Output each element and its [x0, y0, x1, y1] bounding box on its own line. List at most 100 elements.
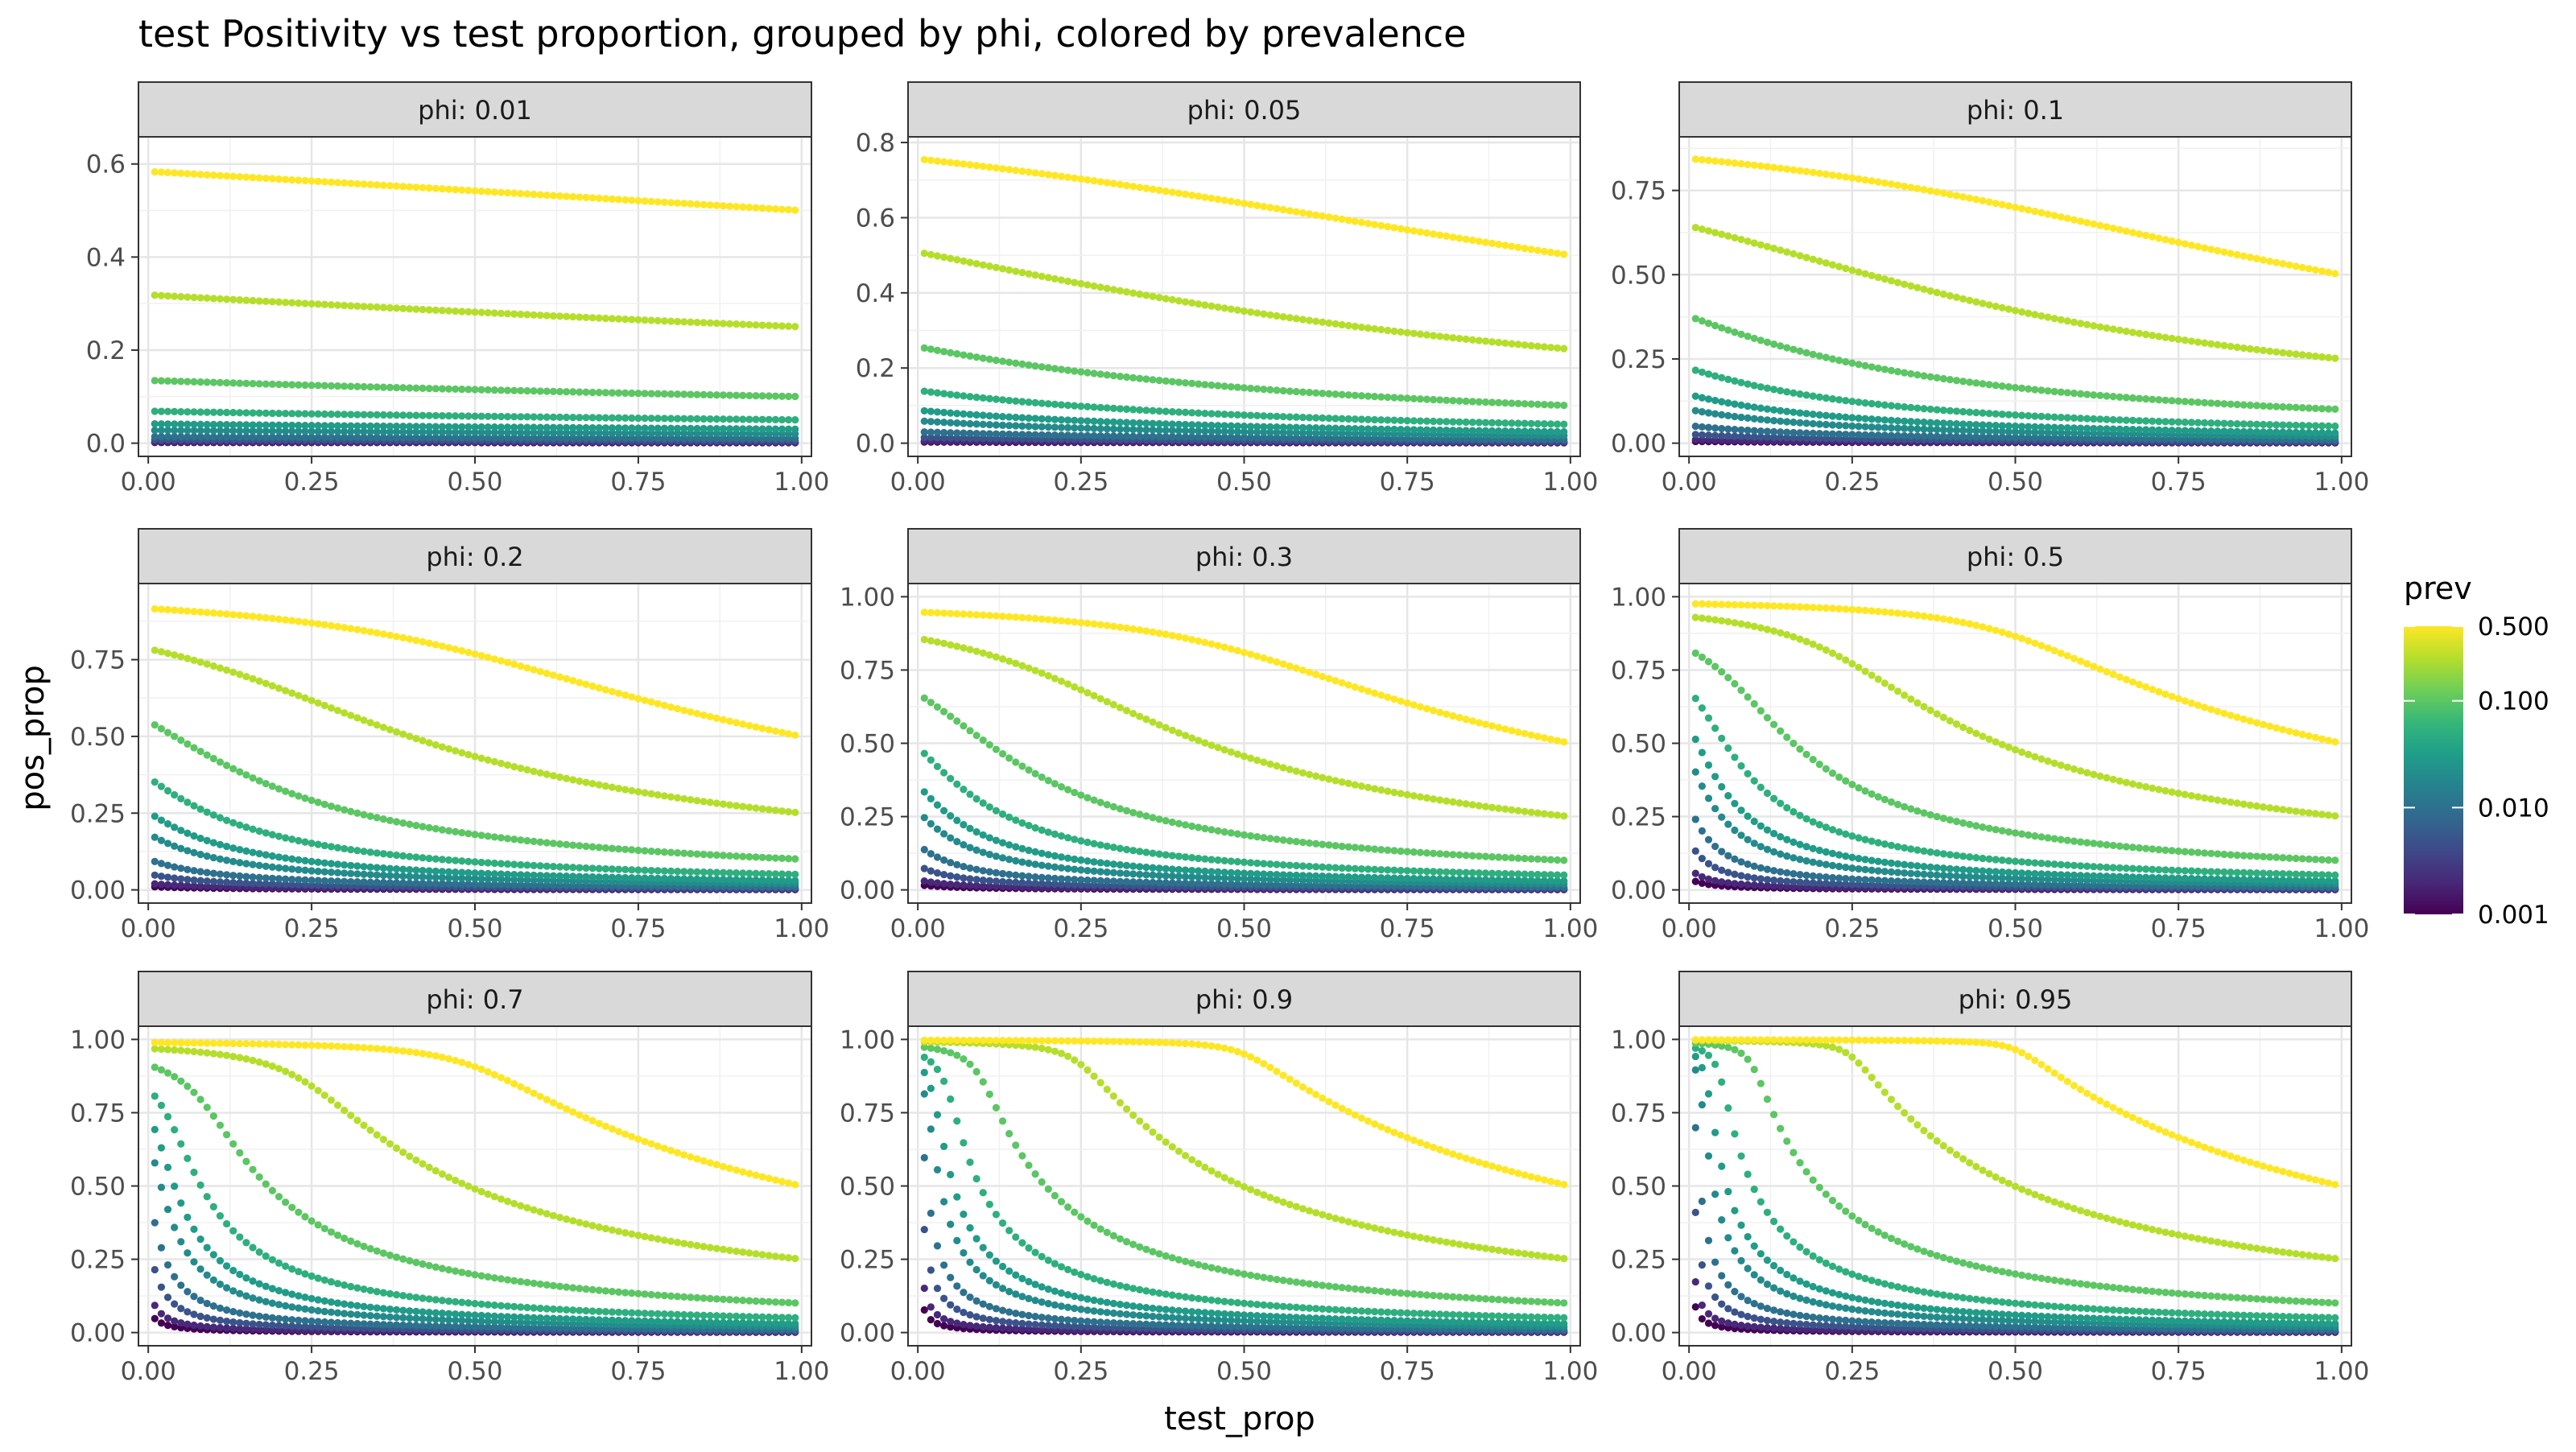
data-point [432, 641, 440, 648]
data-point [1117, 805, 1124, 812]
data-point [1286, 387, 1294, 394]
data-point [2005, 383, 2013, 390]
data-point [504, 860, 511, 868]
data-point [439, 385, 446, 392]
data-point [739, 392, 746, 399]
data-point [1077, 424, 1084, 431]
data-point [1390, 874, 1397, 881]
data-point [269, 298, 276, 305]
data-point [1253, 423, 1261, 430]
data-point [766, 425, 773, 432]
data-point [1390, 847, 1397, 854]
data-point [1012, 167, 1019, 174]
data-point [1829, 261, 1836, 268]
data-point [158, 433, 165, 440]
data-point [1744, 381, 1752, 388]
data-point [1149, 186, 1156, 193]
data-point [1175, 872, 1183, 880]
data-point [464, 187, 472, 194]
data-point [1058, 276, 1065, 283]
facet-strip-label: phi: 0.01 [418, 95, 532, 126]
data-point [543, 770, 551, 778]
data-point [151, 646, 159, 654]
data-point [308, 177, 315, 184]
data-point [1881, 275, 1889, 283]
data-point [2175, 336, 2182, 343]
data-point [1025, 822, 1032, 829]
data-point [634, 424, 642, 431]
data-point [184, 293, 191, 300]
data-point [236, 768, 243, 775]
data-point [693, 868, 700, 876]
data-point [1718, 158, 1725, 165]
data-point [2220, 400, 2227, 407]
data-point [537, 839, 544, 846]
data-point [2227, 401, 2234, 408]
data-point [1247, 200, 1254, 208]
x-axis-title: test_prop [1164, 1400, 1315, 1438]
data-point [921, 344, 928, 352]
data-point [328, 877, 335, 885]
data-point [1770, 164, 1777, 171]
data-point [1234, 858, 1241, 865]
data-point [1051, 416, 1059, 423]
data-point [687, 415, 694, 423]
data-point [217, 841, 224, 848]
data-point [602, 195, 609, 202]
data-point [1430, 332, 1437, 339]
data-point [927, 820, 935, 827]
data-point [1802, 168, 1810, 175]
data-point [960, 821, 967, 828]
data-point [367, 871, 374, 878]
data-point [2018, 423, 2025, 430]
data-point [720, 425, 727, 432]
data-point [1528, 420, 1535, 427]
data-point [1123, 846, 1130, 853]
data-point [2161, 418, 2169, 425]
data-point [1312, 211, 1319, 218]
data-point [380, 182, 387, 189]
data-point [1280, 836, 1287, 844]
data-point [399, 819, 407, 827]
data-point [1129, 290, 1137, 297]
data-point [609, 196, 616, 203]
data-point [1299, 389, 1307, 396]
data-point [1397, 867, 1404, 874]
data-point [1012, 398, 1019, 405]
data-point [177, 420, 184, 427]
data-point [921, 877, 928, 885]
data-point [778, 855, 786, 862]
data-point [464, 308, 472, 316]
data-point [1940, 426, 1947, 433]
data-point [1228, 198, 1235, 205]
data-point [1692, 315, 1699, 322]
data-point [177, 881, 184, 889]
data-point [1476, 876, 1483, 883]
data-point [589, 424, 597, 431]
data-point [510, 763, 518, 770]
facet-strip-label: phi: 0.2 [426, 542, 523, 572]
data-point [615, 690, 622, 697]
data-point [1436, 332, 1443, 340]
data-point [1377, 866, 1385, 873]
data-point [295, 617, 302, 625]
data-point [674, 849, 681, 856]
data-point [1410, 426, 1418, 433]
data-point [733, 719, 740, 726]
data-point [1306, 210, 1313, 217]
data-point [602, 389, 609, 396]
data-point [288, 381, 295, 388]
data-point [1097, 859, 1104, 866]
data-point [1835, 422, 1843, 429]
data-point [596, 424, 603, 431]
data-point [986, 651, 993, 658]
data-point [1084, 867, 1091, 874]
data-point [1482, 398, 1489, 406]
data-point [1162, 724, 1170, 731]
data-point [386, 304, 394, 311]
x-tick-label: 0.75 [610, 914, 666, 943]
data-point [190, 877, 197, 884]
data-point [1110, 180, 1117, 188]
data-point [1169, 819, 1176, 826]
data-point [1731, 328, 1738, 336]
